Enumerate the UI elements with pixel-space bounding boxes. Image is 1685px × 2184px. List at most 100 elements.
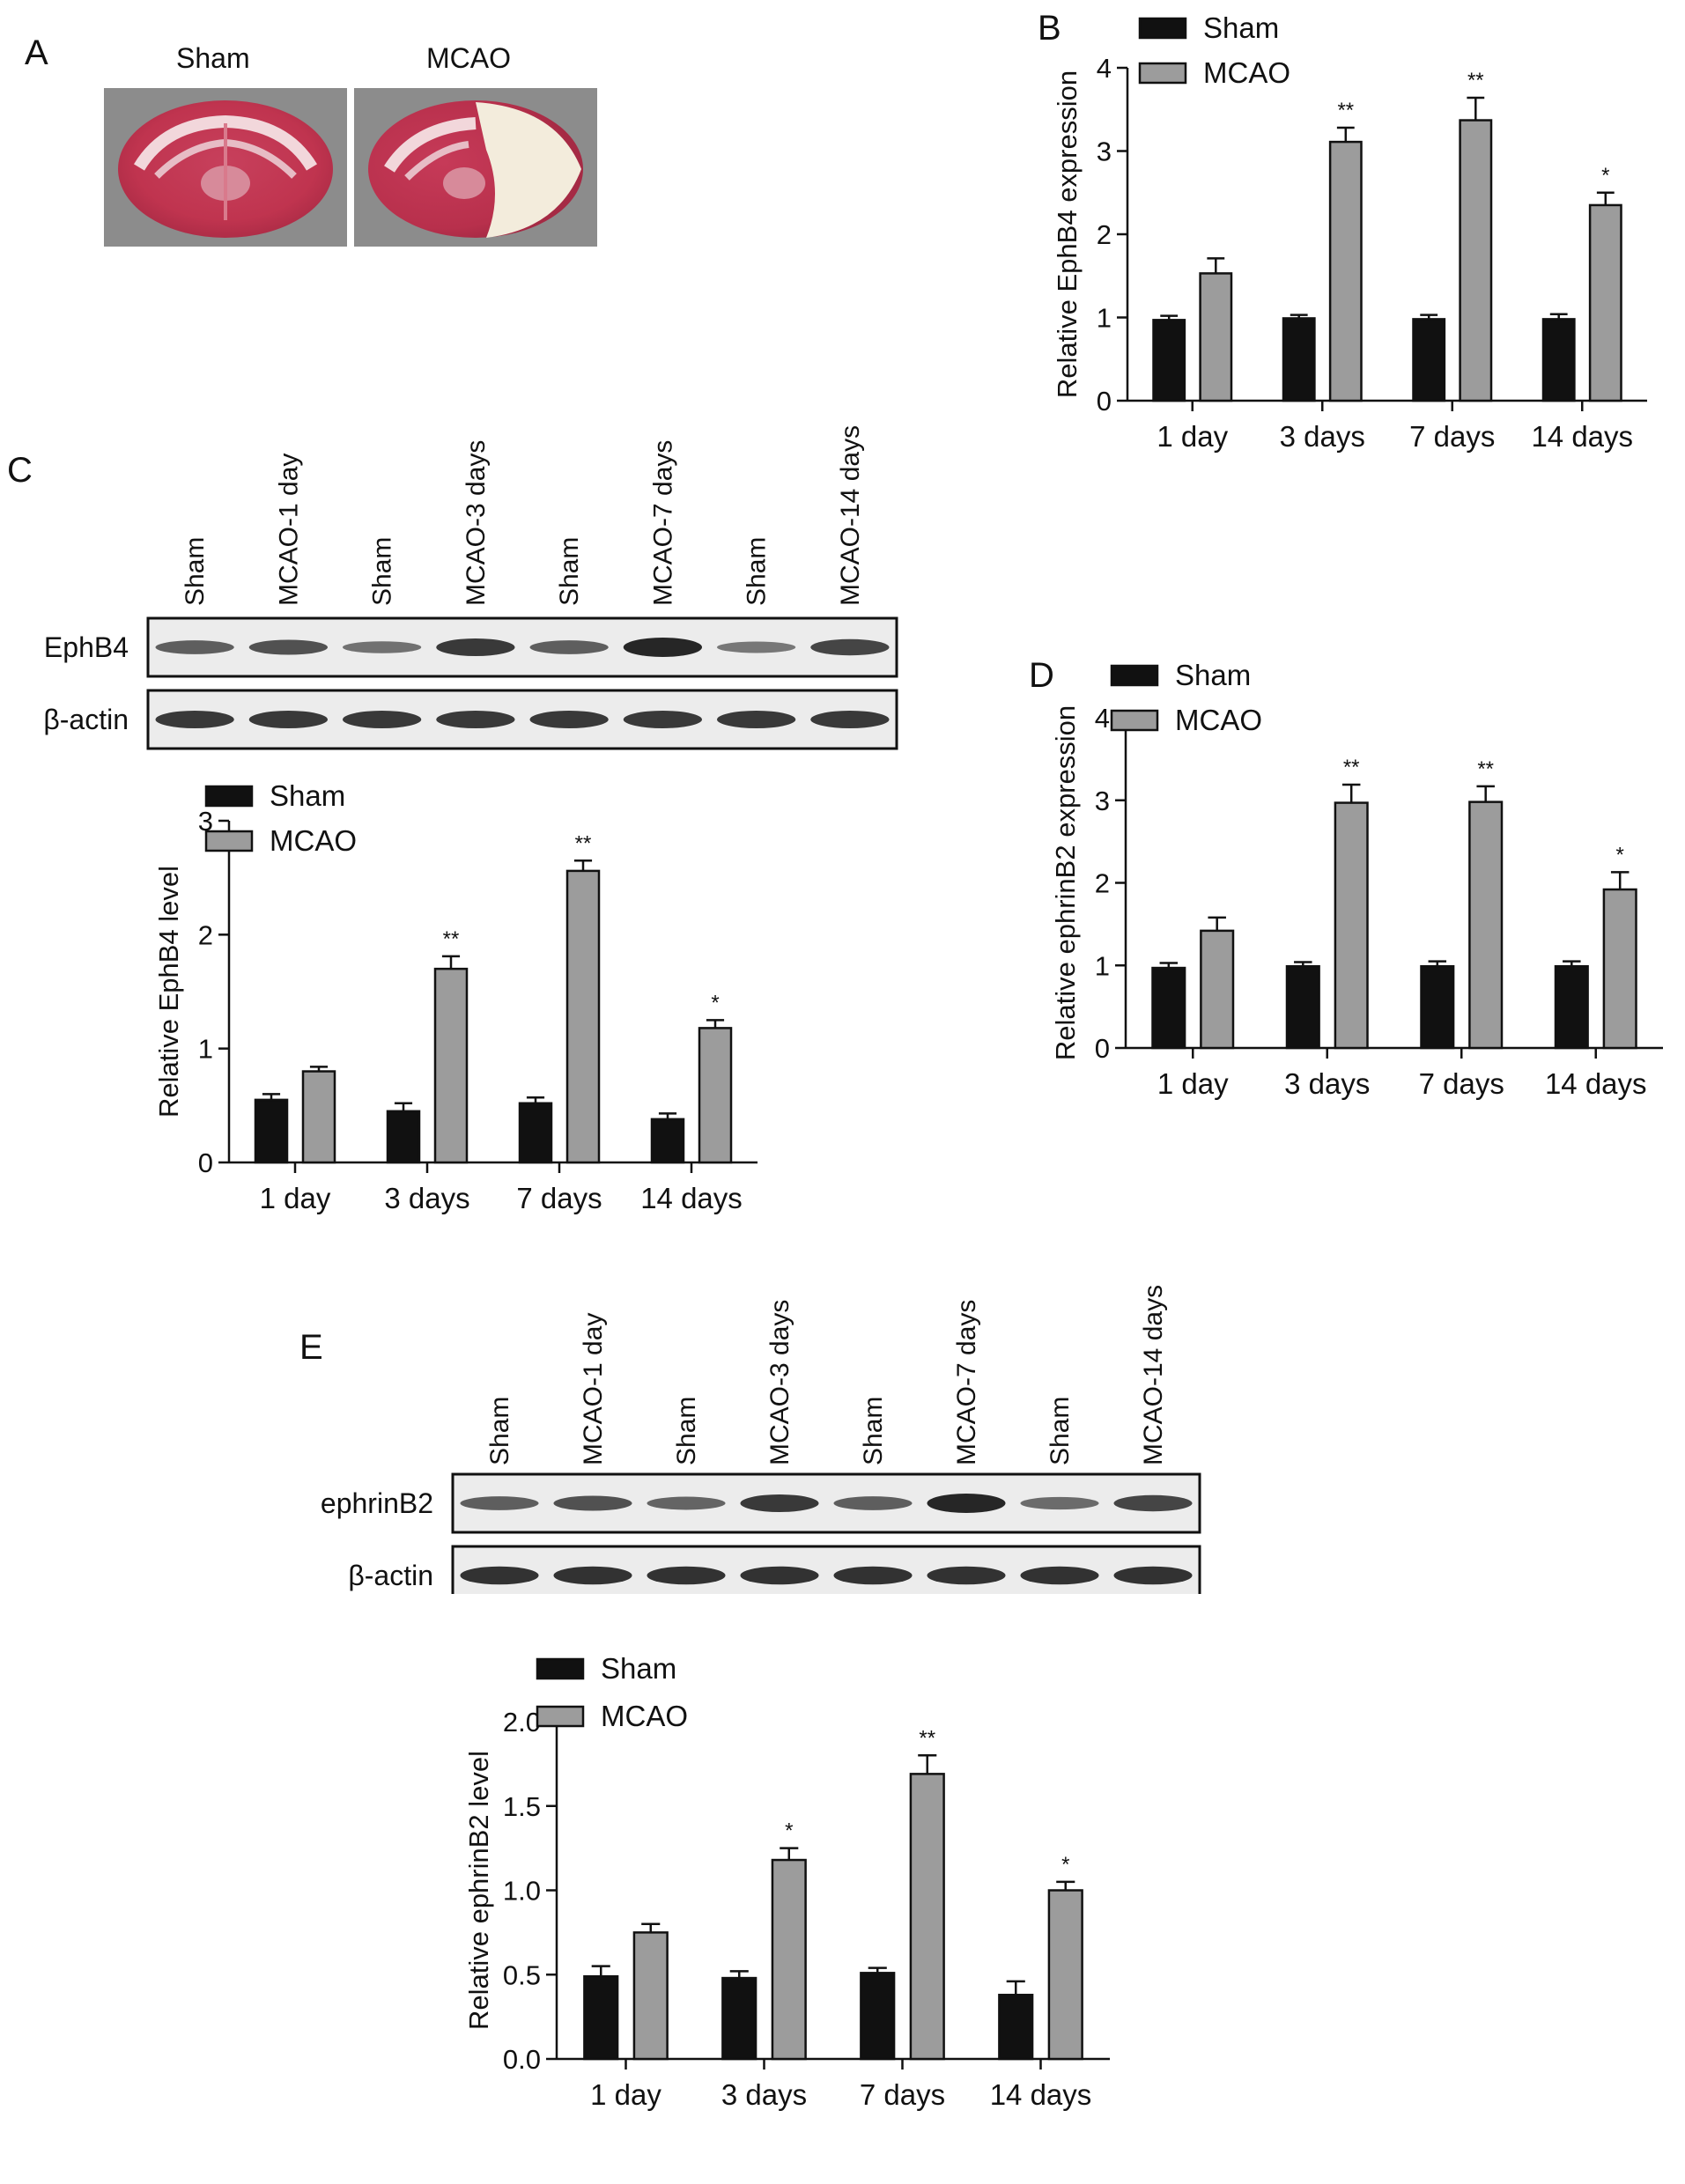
significance-label: ** bbox=[575, 831, 592, 855]
x-category-label: 1 day bbox=[260, 1182, 331, 1214]
y-tick-label: 3 bbox=[1097, 136, 1112, 167]
blot-band bbox=[460, 1566, 539, 1585]
blot-band bbox=[529, 711, 609, 728]
sham-bar bbox=[1151, 966, 1186, 1050]
y-tick-label: 2 bbox=[1095, 868, 1110, 899]
mcao-bar bbox=[1459, 119, 1493, 402]
blot-band bbox=[1020, 1496, 1099, 1510]
panel-letter: D bbox=[1029, 656, 1054, 695]
blot-band bbox=[436, 638, 515, 656]
blot-e: Sham MCAO-1 day Sham MCAO-3 days Sham MCAO-7 … bbox=[321, 1285, 1201, 1594]
x-category-label: 1 day bbox=[1157, 420, 1228, 453]
legend-sham-swatch bbox=[1110, 664, 1159, 687]
y-tick-label: 2.0 bbox=[503, 1707, 541, 1738]
blot-band bbox=[1113, 1494, 1193, 1512]
legend-sham-label: Sham bbox=[1175, 659, 1251, 691]
y-tick-label: 0 bbox=[1097, 386, 1112, 417]
y-tick-label: 1 bbox=[1097, 303, 1112, 334]
panel-letter: B bbox=[1038, 9, 1061, 48]
x-category-label: 3 days bbox=[1280, 420, 1365, 453]
panel-a-letter: A bbox=[25, 33, 48, 72]
x-category-label: 3 days bbox=[721, 2078, 807, 2111]
lane-label: Sham bbox=[368, 537, 397, 606]
mcao-brain-image bbox=[354, 88, 597, 247]
legend-mcao-label: MCAO bbox=[1175, 704, 1262, 736]
mcao-bar bbox=[1200, 929, 1235, 1050]
x-category-label: 7 days bbox=[1419, 1067, 1504, 1100]
y-tick-label: 2 bbox=[198, 919, 213, 950]
y-tick-label: 3 bbox=[1095, 786, 1110, 816]
blot-band bbox=[833, 1566, 913, 1585]
lane-label: Sham bbox=[181, 537, 210, 606]
legend-mcao-label: MCAO bbox=[1203, 56, 1290, 89]
chart-e: 0.0 0.5 1.0 1.5 2.0 Relative ephrinB2 level 1 … bbox=[463, 1652, 1110, 2111]
sham-brain-image bbox=[104, 88, 347, 247]
mcao-bar bbox=[909, 1773, 945, 2061]
mcao-bar bbox=[1334, 801, 1369, 1050]
y-tick-label: 0 bbox=[1095, 1033, 1110, 1064]
significance-label: ** bbox=[1477, 757, 1494, 781]
blot-band bbox=[343, 711, 422, 728]
chart-c: 0 1 2 3 Relative EphB4 level 1 day 3 days ** 7 d… bbox=[153, 779, 758, 1214]
mcao-bar bbox=[771, 1858, 807, 2061]
y-axis-title: Relative ephrinB2 level bbox=[463, 1751, 494, 2030]
blot-c: Sham MCAO-1 day Sham MCAO-3 days Sham MCAO-7 … bbox=[43, 425, 898, 750]
sham-bar bbox=[1152, 319, 1186, 402]
lane-label: MCAO-14 days bbox=[836, 425, 865, 606]
blot-band bbox=[155, 640, 234, 654]
blot-band bbox=[927, 1566, 1006, 1585]
y-tick-label: 0.0 bbox=[503, 2044, 541, 2075]
sham-bar bbox=[386, 1110, 421, 1164]
y-tick-label: 1 bbox=[198, 1034, 213, 1065]
lane-label: MCAO-3 days bbox=[765, 1300, 794, 1465]
legend-sham-label: Sham bbox=[270, 779, 345, 812]
mcao-bar bbox=[1468, 801, 1504, 1050]
significance-label: * bbox=[711, 991, 719, 1015]
blot-band bbox=[155, 711, 234, 728]
blot-row-label: β-actin bbox=[348, 1560, 433, 1591]
blot-band bbox=[623, 638, 702, 657]
significance-label: * bbox=[1616, 843, 1624, 867]
sham-bar bbox=[721, 1976, 758, 2061]
x-category-label: 1 day bbox=[590, 2078, 661, 2111]
significance-label: ** bbox=[1343, 756, 1360, 779]
mcao-bar bbox=[698, 1027, 733, 1164]
lane-label: Sham bbox=[1046, 1397, 1075, 1465]
mcao-bar bbox=[1199, 272, 1233, 402]
sham-image-label: Sham bbox=[176, 42, 250, 74]
y-tick-label: 1.5 bbox=[503, 1791, 541, 1822]
mcao-bar bbox=[1328, 140, 1363, 402]
y-tick-label: 0.5 bbox=[503, 1959, 541, 1990]
x-category-label: 14 days bbox=[990, 2078, 1092, 2111]
blot-band bbox=[647, 1496, 726, 1510]
sham-bar bbox=[1412, 318, 1446, 402]
chart-d: D 0 1 2 3 4 Relative ephrinB2 expression 1 day 3… bbox=[1029, 656, 1663, 1100]
lane-label: MCAO-1 day bbox=[579, 1313, 608, 1465]
significance-label: ** bbox=[1467, 69, 1484, 92]
lane-label: MCAO-14 days bbox=[1139, 1285, 1168, 1465]
mcao-bar bbox=[1588, 203, 1622, 402]
mcao-bar bbox=[632, 1931, 669, 2061]
blot-band bbox=[717, 711, 796, 728]
blot-row-label: β-actin bbox=[43, 704, 129, 735]
sham-bar bbox=[998, 1993, 1034, 2061]
y-axis-title: Relative EphB4 expression bbox=[1052, 70, 1083, 398]
blot-band bbox=[1020, 1566, 1099, 1585]
x-category-label: 3 days bbox=[384, 1182, 469, 1214]
blot-band bbox=[833, 1496, 913, 1510]
x-category-label: 14 days bbox=[1545, 1067, 1647, 1100]
significance-label: ** bbox=[443, 927, 460, 951]
legend-mcao-label: MCAO bbox=[601, 1700, 688, 1732]
mcao-bar bbox=[1602, 888, 1637, 1050]
sham-bar bbox=[1420, 964, 1455, 1050]
blot-band bbox=[810, 638, 890, 656]
lane-label: MCAO-7 days bbox=[648, 440, 677, 606]
y-tick-label: 4 bbox=[1095, 703, 1110, 734]
y-tick-label: 4 bbox=[1097, 53, 1112, 84]
blot-band bbox=[647, 1566, 726, 1585]
significance-label: * bbox=[785, 1819, 793, 1843]
x-category-label: 7 days bbox=[1409, 420, 1495, 453]
x-category-label: 1 day bbox=[1157, 1067, 1229, 1100]
sham-bar bbox=[518, 1102, 553, 1164]
lane-label: Sham bbox=[672, 1397, 701, 1465]
